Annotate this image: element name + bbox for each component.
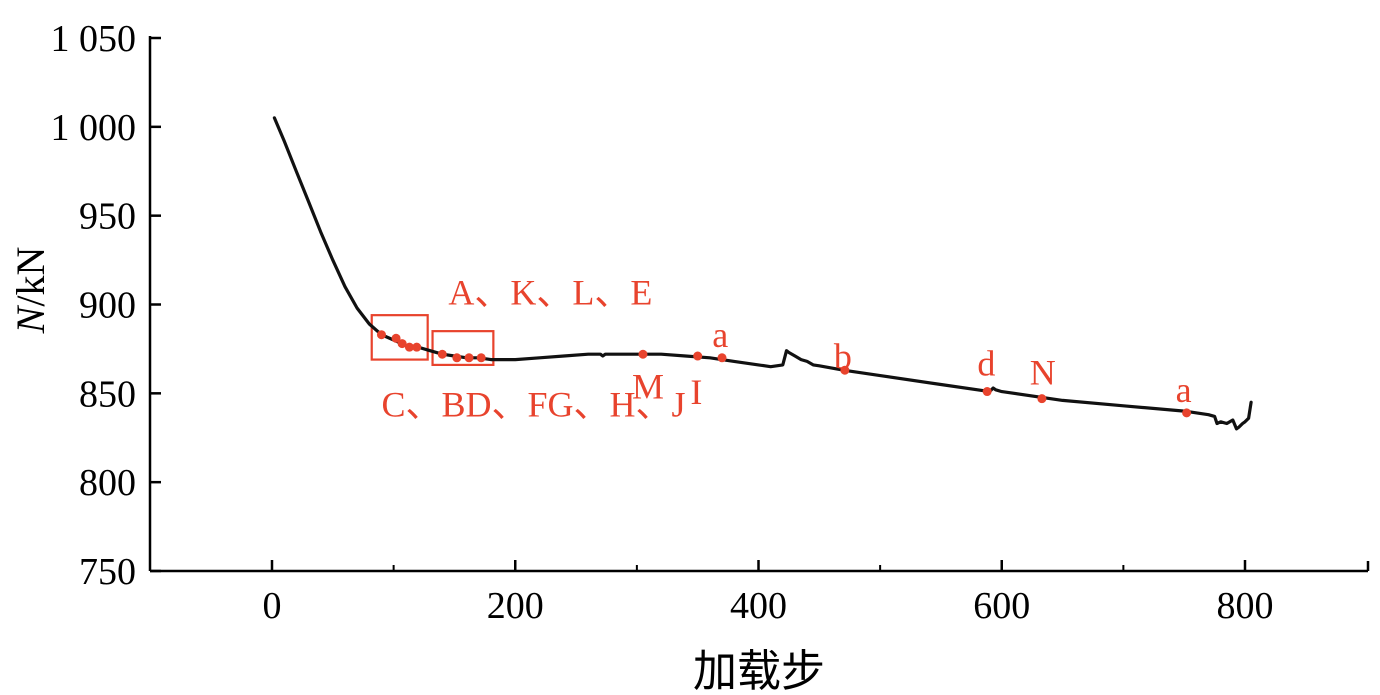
y-axis-title-symbol: N (8, 304, 53, 334)
markers (376, 330, 1192, 418)
data-point-marker (1037, 394, 1047, 404)
data-point-marker (638, 349, 648, 359)
x-tick-label: 200 (487, 585, 544, 627)
y-tick-label: 900 (79, 285, 136, 327)
data-point-marker (404, 342, 414, 352)
y-tick-label: 800 (79, 462, 136, 504)
x-tick-label: 0 (263, 585, 282, 627)
data-point-marker (693, 351, 703, 361)
data-point-marker (412, 342, 422, 352)
point-annotation: N (1030, 352, 1056, 392)
y-axis-title-unit: /kN (8, 247, 53, 307)
point-annotation: a (712, 315, 728, 355)
y-axis-title: N/kN (8, 247, 53, 335)
point-annotation: a (1176, 370, 1192, 410)
highlight-box (370, 314, 429, 361)
y-tick-label: 750 (79, 551, 136, 593)
data-point-marker (397, 339, 407, 349)
data-point-marker (437, 349, 447, 359)
point-annotation: M (632, 367, 664, 407)
highlight-box (431, 330, 495, 367)
data-point-marker (476, 353, 486, 363)
x-tick-label: 800 (1217, 585, 1274, 627)
data-point-marker (376, 330, 386, 340)
data-point-marker (391, 333, 401, 343)
data-point-marker (452, 353, 462, 363)
y-tick-label: 850 (79, 373, 136, 415)
series-line (272, 116, 1253, 431)
data-point-marker (840, 365, 850, 375)
y-tick-label: 1 000 (51, 107, 137, 149)
point-annotation: d (977, 344, 995, 384)
data-point-marker (717, 353, 727, 363)
highlight-boxes (370, 314, 495, 367)
data-point-marker (982, 387, 992, 397)
point-annotation: A、K、L、E (448, 273, 652, 313)
y-ticks: 750 800 850 900 950 1 000 1 050 (51, 18, 161, 593)
x-axis-title: 加载步 (693, 647, 825, 695)
data-point-marker (1182, 408, 1192, 418)
y-tick-label: 950 (79, 196, 136, 238)
x-tick-label: 400 (730, 585, 787, 627)
point-annotation: I (690, 372, 702, 412)
x-tick-label: 600 (973, 585, 1030, 627)
data-point-marker (464, 353, 474, 363)
point-annotation: b (834, 336, 852, 376)
y-tick-label: 1 050 (51, 18, 137, 60)
x-ticks: 0 200 400 600 800 (263, 560, 1274, 627)
axes (148, 36, 1370, 573)
point-annotation: C、BD、FG、H、J (381, 384, 685, 424)
